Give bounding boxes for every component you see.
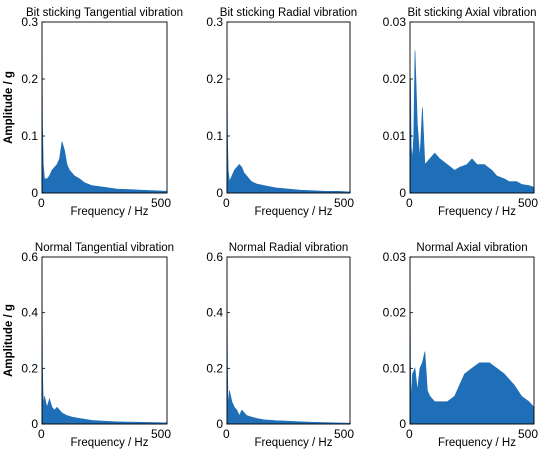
x-axis-label: Frequency / Hz [71, 206, 149, 218]
chart-panel-2: Bit sticking Radial vibration 0 500 0 0.1 0.2… [206, 7, 357, 218]
y-tick-label: 0.1 [21, 129, 38, 143]
x-tick-label: 0 [38, 196, 45, 210]
x-tick-label: 500 [334, 196, 354, 210]
chart-title: Bit sticking Axial vibration [407, 7, 536, 19]
spectrum-area [226, 44, 351, 194]
x-axis-label: Frequency / Hz [255, 437, 333, 449]
x-tick-label: 0 [406, 427, 413, 441]
y-tick-label: 0.02 [383, 306, 407, 320]
y-tick-label: 0.6 [21, 250, 38, 264]
chart-panel-3: Bit sticking Axial vibration 0 500 0 0.01 0.0… [383, 7, 539, 218]
spectrum-area [41, 27, 168, 194]
spectrum-area [409, 50, 535, 194]
y-tick-label: 0.3 [21, 15, 38, 29]
spectrum-area [409, 256, 535, 425]
y-tick-label: 0 [31, 186, 38, 200]
chart-title: Bit sticking Tangential vibration [26, 7, 183, 19]
x-tick-label: 0 [223, 427, 230, 441]
y-tick-label: 0 [399, 186, 406, 200]
spectrum-area [41, 268, 168, 425]
y-tick-label: 0 [31, 417, 38, 431]
y-tick-label: 0.6 [206, 250, 223, 264]
y-tick-label: 0.2 [21, 72, 38, 86]
axes-box [226, 256, 351, 425]
x-axis-label: Frequency / Hz [438, 437, 516, 449]
chart-panel-1: Bit sticking Tangential vibration 0 500 0 0.… [3, 7, 183, 218]
y-tick-label: 0.03 [383, 250, 407, 264]
chart-title: Normal Tangential vibration [35, 242, 174, 254]
axes-box [41, 256, 168, 425]
x-tick-label: 500 [518, 196, 538, 210]
y-tick-label: 0.2 [206, 361, 223, 375]
y-tick-label: 0.2 [21, 361, 38, 375]
y-tick-label: 0.1 [206, 129, 223, 143]
y-tick-label: 0.02 [383, 72, 407, 86]
chart-title: Normal Axial vibration [416, 242, 527, 254]
chart-panel-6: Normal Axial vibration 0 500 0 0.01 0.02 0.03 F… [383, 242, 539, 449]
chart-title: Bit sticking Radial vibration [220, 7, 357, 19]
chart-panel-4: Normal Tangential vibration 0 500 0 0.2 0.4 0.… [3, 242, 174, 449]
y-tick-label: 0.03 [383, 15, 407, 29]
y-tick-label: 0 [399, 417, 406, 431]
y-tick-label: 0.4 [206, 306, 223, 320]
x-tick-label: 0 [406, 196, 413, 210]
x-axis-label: Frequency / Hz [255, 206, 333, 218]
y-axis-label: Amplitude / g [3, 304, 15, 377]
axes-box [41, 21, 168, 194]
x-axis-label: Frequency / Hz [438, 206, 516, 218]
x-tick-label: 0 [38, 427, 45, 441]
x-tick-label: 0 [223, 196, 230, 210]
axes-box [409, 21, 535, 194]
axes-box [409, 256, 535, 425]
y-tick-label: 0 [216, 186, 223, 200]
y-tick-label: 0.4 [21, 306, 38, 320]
y-tick-label: 0.01 [383, 129, 407, 143]
x-tick-label: 500 [518, 427, 538, 441]
x-tick-label: 500 [151, 427, 171, 441]
axes-box [226, 21, 351, 194]
chart-panel-5: Normal Radial vibration 0 500 0 0.2 0.4 0.6 Fre… [206, 242, 354, 449]
x-axis-label: Frequency / Hz [71, 437, 149, 449]
spectrum-area [226, 276, 351, 425]
y-tick-label: 0.01 [383, 361, 407, 375]
y-tick-label: 0 [216, 417, 223, 431]
y-axis-label: Amplitude / g [3, 71, 15, 144]
x-tick-label: 500 [334, 427, 354, 441]
y-tick-label: 0.2 [206, 72, 223, 86]
x-tick-label: 500 [151, 196, 171, 210]
chart-title: Normal Radial vibration [229, 242, 349, 254]
y-tick-label: 0.3 [206, 15, 223, 29]
